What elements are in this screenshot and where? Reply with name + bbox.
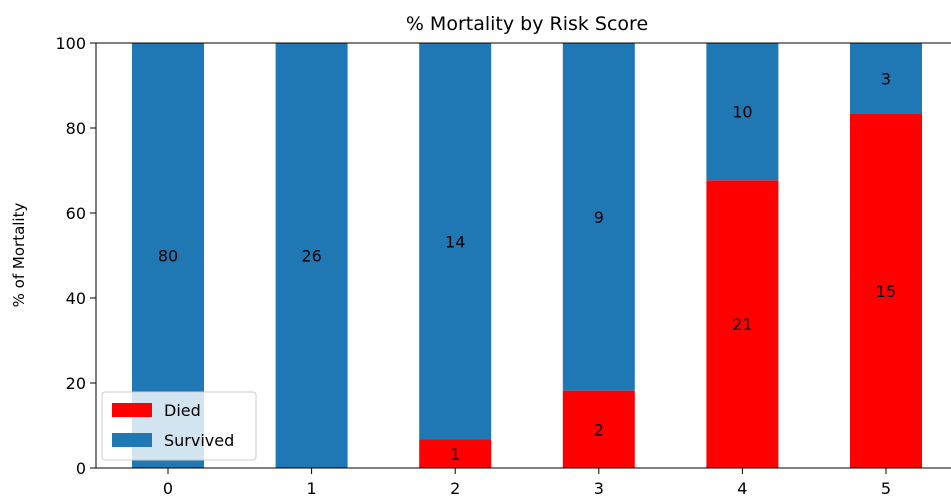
bar-died-3: [562, 390, 635, 468]
count-label-survived-5: 3: [881, 69, 891, 88]
y-tick-label: 0: [76, 459, 86, 478]
legend-label-died: Died: [164, 401, 201, 420]
x-tick-label: 0: [163, 479, 173, 498]
x-tick-label: 3: [594, 479, 604, 498]
x-tick-label: 5: [881, 479, 891, 498]
x-tick-label: 2: [450, 479, 460, 498]
count-labels-group: 80 26 1 14 2 9 21 10 15 3: [158, 69, 896, 463]
bar-died-4: [706, 180, 779, 468]
x-tick-label: 1: [307, 479, 317, 498]
legend: Died Survived: [101, 391, 257, 461]
bar-survived-4: [706, 43, 779, 181]
y-tick-label: 60: [66, 204, 86, 223]
count-label-died-2: 1: [450, 445, 460, 464]
y-tick-label: 40: [66, 289, 86, 308]
bar-survived-5: [850, 43, 922, 114]
bar-survived-2: [419, 43, 492, 440]
y-axis-label: % of Mortality: [10, 203, 28, 308]
count-label-survived-0: 80: [158, 247, 178, 266]
bar-survived-1: [275, 43, 348, 468]
count-label-died-3: 2: [594, 420, 604, 439]
legend-label-survived: Survived: [164, 431, 234, 450]
bar-died-2: [419, 439, 492, 468]
count-label-died-4: 21: [732, 315, 752, 334]
chart-title: % Mortality by Risk Score: [406, 13, 648, 35]
bars-group: [132, 43, 922, 468]
plot-frame: [95, 42, 951, 469]
x-axis: 0 1 2 3 4 5: [163, 468, 891, 498]
bar-died-5: [850, 113, 922, 468]
x-tick-label: 4: [737, 479, 747, 498]
legend-swatch-died: [112, 403, 152, 417]
y-axis: 0 20 40 60 80 100: [55, 34, 96, 478]
y-tick-label: 80: [66, 119, 86, 138]
count-label-survived-4: 10: [732, 103, 752, 122]
y-tick-label: 100: [55, 34, 86, 53]
y-tick-label: 20: [66, 374, 86, 393]
bar-survived-3: [562, 43, 635, 391]
legend-swatch-survived: [112, 433, 152, 447]
count-label-survived-1: 26: [301, 247, 321, 266]
count-label-survived-2: 14: [445, 232, 465, 251]
count-label-died-5: 15: [876, 282, 896, 301]
count-label-survived-3: 9: [594, 208, 604, 227]
